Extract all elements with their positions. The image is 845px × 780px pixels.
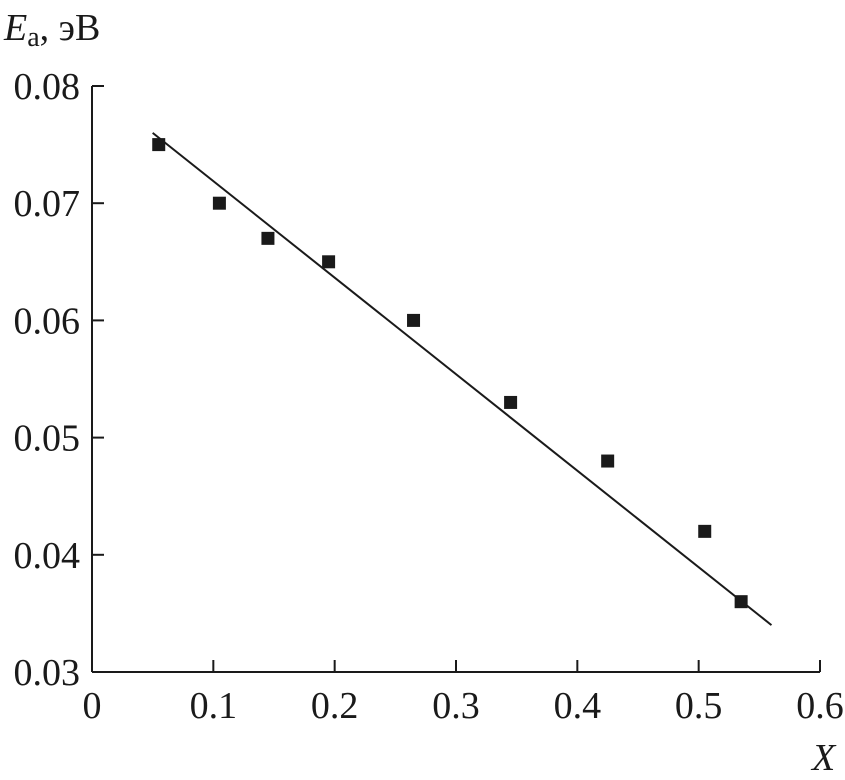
data-point (601, 454, 615, 468)
x-tick-label: 0.1 (190, 685, 238, 727)
x-axis-title-symbol: X (810, 737, 837, 779)
x-axis-title: X (810, 737, 837, 779)
x-tick-label: 0 (83, 685, 102, 727)
y-tick-label: 0.06 (14, 300, 81, 342)
ticks (91, 85, 821, 673)
x-tick-label: 0.2 (311, 685, 359, 727)
data-markers (152, 138, 748, 609)
data-point (322, 255, 336, 269)
x-tick-label: 0.6 (796, 685, 844, 727)
data-point (212, 196, 226, 210)
x-tick-label: 0.4 (554, 685, 602, 727)
regression-line (152, 132, 773, 626)
data-point (698, 524, 712, 538)
y-axis-title-symbol: E (3, 7, 27, 49)
y-tick-label: 0.05 (14, 418, 81, 460)
x-tick-label: 0.5 (675, 685, 723, 727)
data-point (261, 231, 275, 245)
data-point (734, 595, 748, 609)
y-tick-label: 0.04 (14, 535, 81, 577)
data-point (152, 138, 166, 152)
data-point (407, 313, 421, 327)
tick-labels: 0.03 0.04 0.05 0.06 0.07 0.08 0 0.1 0.2 0.3 0.4 0.5… (14, 66, 844, 727)
y-axis-title: Ea, эВ (3, 7, 100, 53)
y-tick-label: 0.07 (14, 183, 81, 225)
x-tick-label: 0.3 (432, 685, 480, 727)
y-tick-label: 0.08 (14, 66, 81, 108)
y-axis-title-subscript: a (27, 22, 40, 53)
axes (91, 86, 820, 673)
y-tick-label: 0.03 (14, 652, 81, 694)
data-point (504, 395, 518, 409)
y-axis-title-unit: , эВ (40, 7, 101, 49)
